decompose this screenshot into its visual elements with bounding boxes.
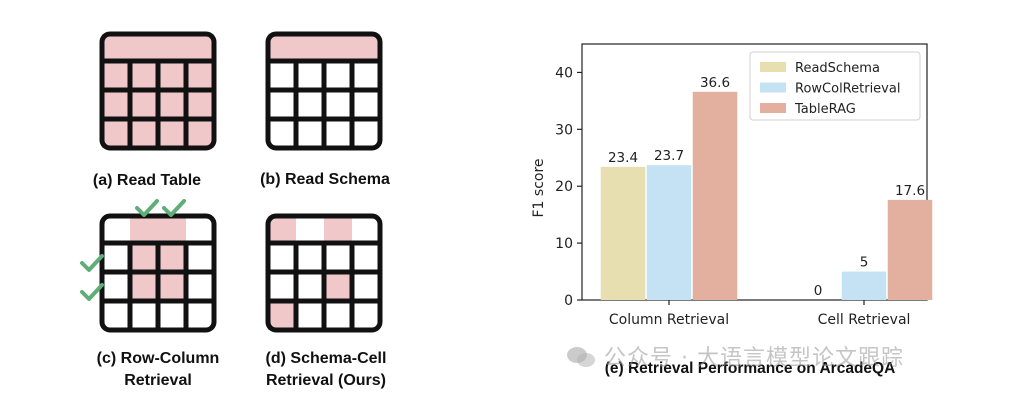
bar <box>841 271 887 300</box>
check-icon <box>80 283 104 301</box>
table-border <box>99 31 217 151</box>
bar <box>600 166 646 300</box>
caption-schema-cell-line2: Retrieval (Ours) <box>266 372 386 389</box>
y-tick-label: 40 <box>555 65 573 81</box>
table-border <box>265 31 383 151</box>
data-label: 0 <box>814 283 823 299</box>
data-label: 36.6 <box>700 75 730 91</box>
table-cell <box>102 119 130 148</box>
chart-legend: ReadSchema RowColRetrieval TableRAG <box>749 51 921 121</box>
table-cell <box>158 119 186 148</box>
data-label: 5 <box>860 255 869 271</box>
legend-label: ReadSchema <box>795 61 880 76</box>
caption-row-column-line2: Retrieval <box>124 372 192 389</box>
legend-swatch <box>760 103 786 113</box>
legend-label: RowColRetrieval <box>795 82 900 97</box>
table-border <box>265 213 383 333</box>
header-cell <box>296 34 324 61</box>
table-cell <box>130 61 158 90</box>
table-cell <box>130 272 158 301</box>
table-cell <box>130 243 158 272</box>
watermark-text: 公众号 · 大语言模型论文跟踪 <box>604 346 904 371</box>
header-cell <box>102 34 130 61</box>
data-label: 17.6 <box>895 183 925 199</box>
read-table-grid <box>99 31 217 151</box>
data-label: 23.4 <box>608 150 638 166</box>
data-label: 23.7 <box>654 148 684 164</box>
header-cell <box>324 34 352 61</box>
bar <box>887 199 933 300</box>
caption-schema-cell-line1: (d) Schema-Cell <box>266 350 387 367</box>
header-cell <box>268 216 296 243</box>
header-cell <box>352 34 380 61</box>
y-tick-label: 10 <box>555 236 573 252</box>
row-column-grid <box>99 213 217 333</box>
table-cell <box>158 61 186 90</box>
bar <box>646 165 692 300</box>
chart-axes: 0 10 20 30 40 Column Retrieval Cell Retrieval <box>555 43 928 328</box>
legend-label: TableRAG <box>794 102 856 117</box>
table-cell <box>102 90 130 119</box>
header-cell <box>186 34 214 61</box>
table-strategies-figure: (a) Read Table (b) Read Schema (c) Row-C… <box>80 31 390 389</box>
table-cell <box>158 243 186 272</box>
caption-read-table: (a) Read Table <box>93 172 201 189</box>
table-cell <box>158 272 186 301</box>
check-icon <box>162 199 186 217</box>
wechat-icon <box>567 347 595 367</box>
table-cell <box>102 61 130 90</box>
table-cell <box>186 119 214 148</box>
x-tick-label: Cell Retrieval <box>818 312 911 328</box>
y-tick-label: 0 <box>564 293 573 309</box>
table-cell <box>186 61 214 90</box>
header-cell <box>324 216 352 243</box>
legend-box <box>749 51 921 121</box>
legend-swatch <box>760 62 786 72</box>
check-icon <box>80 254 104 272</box>
header-cell <box>130 34 158 61</box>
x-tick-label: Column Retrieval <box>609 312 729 328</box>
legend-swatch <box>760 82 786 93</box>
y-tick-label: 30 <box>555 122 573 138</box>
table-cell <box>186 90 214 119</box>
header-cell <box>158 34 186 61</box>
plot-frame <box>581 43 928 301</box>
y-axis-label: F1 score <box>531 158 547 217</box>
chart-title: (e) Retrieval Performance on ArcadeQA <box>605 360 896 377</box>
table-cell <box>130 90 158 119</box>
table-cell <box>268 301 296 330</box>
table-cell <box>158 90 186 119</box>
check-marks <box>80 199 186 301</box>
schema-cell-grid <box>265 213 383 333</box>
chart-bars: 23.4 23.7 36.6 0 5 17.6 <box>600 75 933 300</box>
check-icon <box>135 199 159 217</box>
read-schema-grid <box>265 31 383 151</box>
header-cell <box>268 34 296 61</box>
table-grids <box>99 31 383 333</box>
caption-read-schema: (b) Read Schema <box>260 171 390 188</box>
watermark: 公众号 · 大语言模型论文跟踪 <box>566 340 904 372</box>
bar <box>692 91 738 300</box>
table-cell <box>130 119 158 148</box>
table-border <box>99 213 217 333</box>
header-cell <box>130 216 158 243</box>
y-tick-label: 20 <box>555 179 573 195</box>
header-cell <box>158 216 186 243</box>
table-cell <box>324 272 352 301</box>
caption-row-column-line1: (c) Row-Column <box>97 350 220 367</box>
